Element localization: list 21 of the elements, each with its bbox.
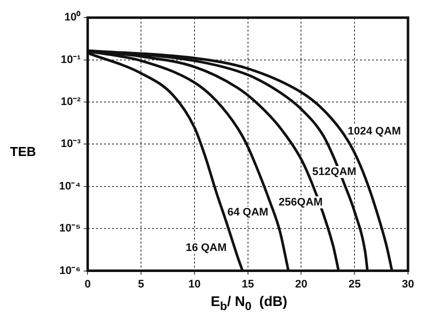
series-label: 256QAM — [278, 196, 323, 208]
y-tick-label: 10⁻⁶ — [59, 264, 81, 277]
series-label: 1024 QAM — [348, 126, 401, 138]
y-tick-label: 10⁻⁵ — [59, 222, 81, 235]
y-tick-label: 10⁻¹ — [60, 54, 82, 66]
x-tick-label: 5 — [138, 278, 144, 290]
y-tick-label: 10⁰ — [64, 10, 81, 24]
series-label: 512QAM — [312, 166, 356, 178]
y-axis-title: TEB — [10, 144, 36, 159]
y-tick-label: 10⁻³ — [60, 138, 82, 150]
x-tick-label: 0 — [84, 278, 91, 290]
x-tick-label: 10 — [188, 278, 201, 290]
y-tick-label: 10⁻⁴ — [58, 180, 81, 192]
y-tick-label: 10⁻² — [60, 96, 82, 108]
x-tick-label: 25 — [348, 278, 361, 290]
x-tick-label: 20 — [295, 278, 308, 290]
x-tick-label: 15 — [242, 278, 254, 290]
series-label: 16 QAM — [186, 242, 227, 254]
series-label: 64 QAM — [227, 206, 268, 219]
x-axis-title: E$_{b}$/ N$_{0}$ (dB) — [210, 293, 288, 313]
x-tick-label: 30 — [402, 278, 414, 290]
